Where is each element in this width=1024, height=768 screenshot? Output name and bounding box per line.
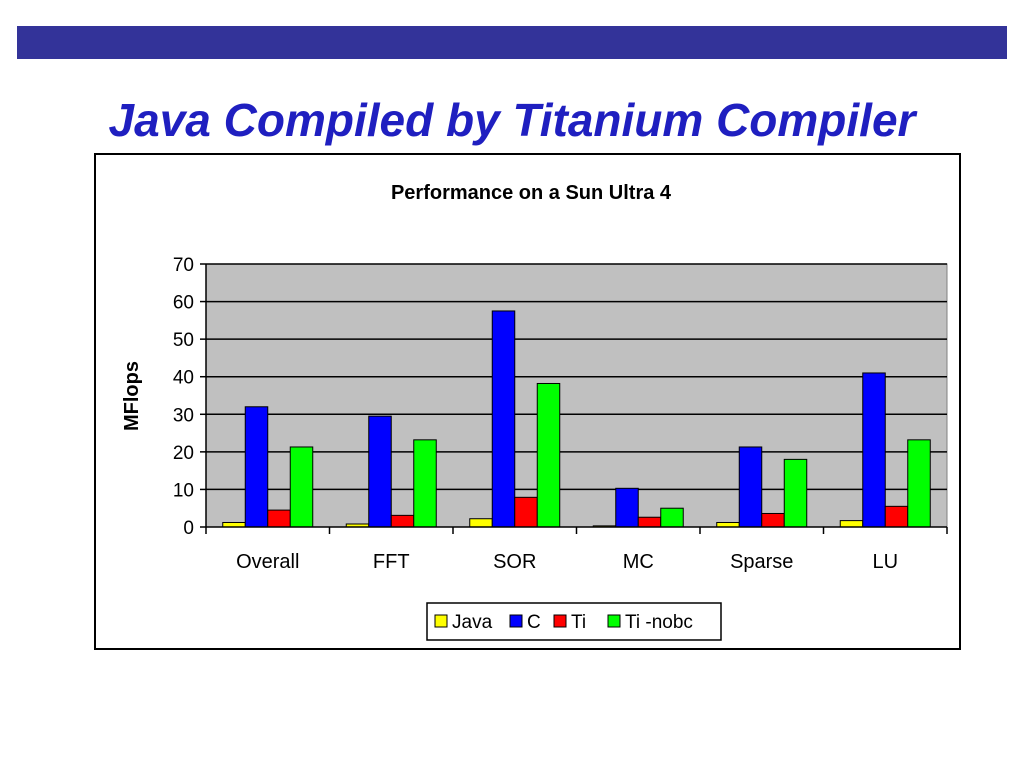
legend-swatch bbox=[553, 614, 567, 628]
legend-label: Ti -nobc bbox=[625, 612, 693, 633]
bar-c-mc bbox=[615, 487, 639, 528]
mflops-bar-chart: Performance on a Sun Ultra 4 MFlops 0 10 2… bbox=[121, 182, 948, 641]
bar-ti-nobc-lu bbox=[907, 439, 931, 528]
bar-ti-nobc-overall bbox=[289, 446, 314, 528]
legend-swatch bbox=[434, 614, 448, 628]
legend-label: Java bbox=[452, 612, 493, 633]
y-tick-label: 40 bbox=[173, 368, 194, 389]
bar-ti-nobc-fft bbox=[413, 439, 437, 528]
slide-title: Java Compiled by Titanium Compiler bbox=[108, 94, 916, 146]
bar-java-sor bbox=[469, 518, 493, 528]
y-tick-label: 0 bbox=[183, 518, 194, 539]
plot-area bbox=[205, 263, 948, 528]
x-tick-label: FFT bbox=[373, 551, 410, 573]
y-tick-label: 70 bbox=[173, 255, 194, 276]
y-tick-label: 50 bbox=[173, 330, 194, 351]
legend-swatch bbox=[509, 614, 523, 628]
bar-c-fft bbox=[368, 415, 392, 528]
header-accent-bar bbox=[17, 26, 1007, 59]
bar-c-overall bbox=[244, 406, 269, 528]
chart-title: Performance on a Sun Ultra 4 bbox=[391, 182, 672, 204]
bars bbox=[222, 310, 931, 528]
bar-ti-sparse bbox=[761, 512, 785, 528]
legend-swatch bbox=[607, 614, 621, 628]
y-tick-label: 30 bbox=[173, 405, 194, 426]
bar-c-sor bbox=[491, 310, 516, 528]
legend-label: C bbox=[527, 612, 541, 633]
y-axis-ticks: 0 10 20 30 40 50 60 70 bbox=[173, 255, 206, 539]
bar-ti-nobc-sparse bbox=[783, 458, 808, 528]
bar-ti-lu bbox=[884, 505, 909, 528]
x-tick-label: LU bbox=[872, 551, 898, 573]
x-tick-label: SOR bbox=[493, 551, 536, 573]
y-tick-label: 20 bbox=[173, 443, 194, 464]
bar-ti-mc bbox=[637, 516, 662, 528]
legend-label: Ti bbox=[571, 612, 586, 633]
chart-frame: Performance on a Sun Ultra 4 MFlops 0 10 2… bbox=[94, 153, 961, 650]
x-axis-ticks: Overall FFT SOR MC Sparse LU bbox=[205, 527, 948, 573]
y-axis-title: MFlops bbox=[121, 361, 143, 431]
bar-c-sparse bbox=[738, 446, 763, 528]
bar-ti-overall bbox=[267, 509, 291, 528]
y-tick-label: 10 bbox=[173, 480, 194, 501]
legend-box bbox=[426, 602, 722, 641]
y-tick-label: 60 bbox=[173, 293, 194, 314]
bar-ti-nobc-mc bbox=[660, 507, 684, 528]
x-tick-label: Overall bbox=[236, 551, 299, 573]
bar-java-lu bbox=[839, 520, 864, 528]
legend: Java C Ti Ti -nobc bbox=[426, 602, 722, 641]
bar-ti-fft bbox=[390, 514, 415, 528]
bar-ti-sor bbox=[514, 496, 538, 528]
x-tick-label: MC bbox=[623, 551, 654, 573]
x-tick-label: Sparse bbox=[730, 551, 793, 573]
gridlines bbox=[206, 263, 947, 491]
bar-ti-nobc-sor bbox=[536, 382, 561, 528]
bar-c-lu bbox=[862, 372, 886, 528]
